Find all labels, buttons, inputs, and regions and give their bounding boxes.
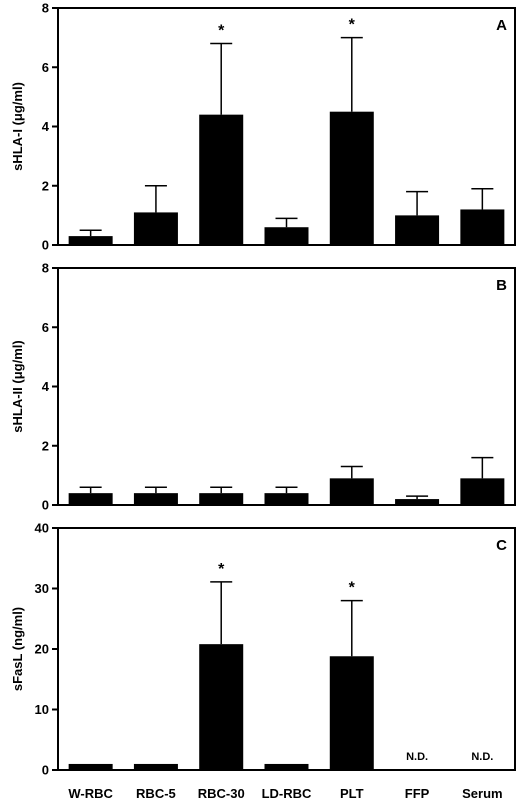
panel-a-ytick-label: 2 <box>42 178 49 193</box>
x-category-label: RBC-30 <box>198 786 245 801</box>
x-category-label: FFP <box>405 786 430 801</box>
panel-b-frame <box>57 267 516 506</box>
panel-b-bar <box>68 493 113 505</box>
panel-a-bar <box>329 111 374 245</box>
panel-c-ytick-label: 0 <box>42 763 49 778</box>
panel-b-bar <box>264 493 309 505</box>
panel-a-bar <box>133 212 178 245</box>
panel-b-bar <box>133 493 178 505</box>
x-category-label: W-RBC <box>68 786 113 801</box>
panel-c-bar <box>264 763 309 770</box>
panel-b-bar <box>395 499 440 505</box>
panel-b-label: B <box>496 277 507 294</box>
panel-b-ytick-label: 8 <box>42 261 49 276</box>
panel-c-bar <box>68 763 113 770</box>
panel-b-ytick-label: 4 <box>42 379 50 394</box>
panel-a-frame <box>57 7 516 246</box>
panel-c-ytick-label: 40 <box>35 521 49 536</box>
panel-a-ytick-label: 4 <box>42 119 50 134</box>
panel-a-bar <box>460 209 505 245</box>
panel-c-significance: * <box>218 561 225 578</box>
panel-a-bar <box>68 236 113 245</box>
panel-b-bar <box>199 493 244 505</box>
panel-c-bar <box>199 644 244 770</box>
panel-a-bar <box>199 114 244 246</box>
panel-b-bar <box>460 478 505 505</box>
panel-c-not-detected: N.D. <box>406 751 428 763</box>
panel-a-ytick-label: 0 <box>42 238 49 253</box>
panel-a-bar <box>264 227 309 245</box>
panel-a-significance: * <box>349 17 356 34</box>
panel-a-label: A <box>496 17 507 34</box>
panel-c-frame <box>57 527 516 771</box>
panel-b-ytick-label: 0 <box>42 498 49 513</box>
panel-c-label: C <box>496 537 507 554</box>
x-category-label: PLT <box>340 786 364 801</box>
panel-c-ytick-label: 20 <box>35 642 49 657</box>
panel-b-ylabel: sHLA-II (μg/ml) <box>10 340 25 432</box>
panel-c-ytick-label: 30 <box>35 581 49 596</box>
panel-b-ytick-label: 6 <box>42 320 49 335</box>
panel-c-bar <box>133 763 178 770</box>
panel-a-ytick-label: 8 <box>42 1 49 16</box>
panel-c-ylabel: sFasL (ng/ml) <box>10 607 25 691</box>
x-category-label: Serum <box>462 786 502 801</box>
panel-c-bar <box>329 656 374 770</box>
panel-c-not-detected: N.D. <box>471 751 493 763</box>
x-category-label: RBC-5 <box>136 786 176 801</box>
panel-c-significance: * <box>349 580 356 597</box>
panel-a-significance: * <box>218 23 225 40</box>
panel-a-ylabel: sHLA-I (μg/ml) <box>10 82 25 171</box>
panel-a-bar <box>395 215 440 245</box>
panel-b-bar <box>329 478 374 505</box>
panel-a-ytick-label: 6 <box>42 60 49 75</box>
panel-c-ytick-label: 10 <box>35 702 49 717</box>
panel-b-ytick-label: 2 <box>42 438 49 453</box>
x-category-label: LD-RBC <box>262 786 312 801</box>
